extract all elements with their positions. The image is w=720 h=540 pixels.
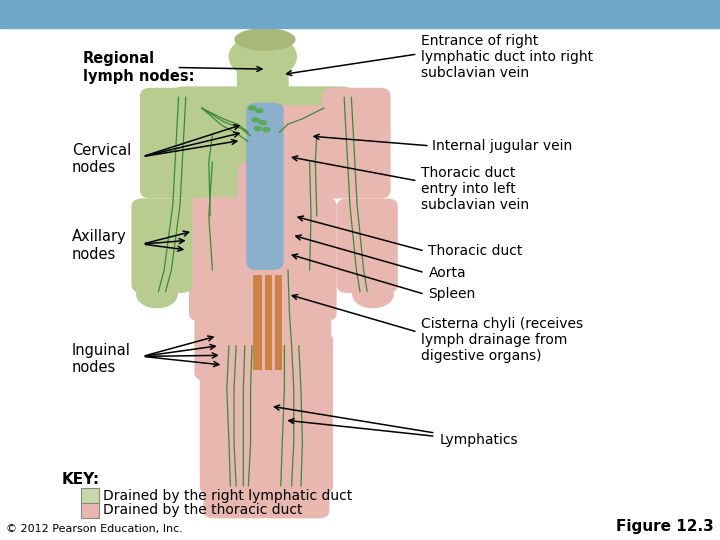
Ellipse shape [266,496,322,517]
FancyBboxPatch shape [140,88,209,199]
FancyBboxPatch shape [246,103,284,270]
Text: Cisterna chyli (receives
lymph drainage from
digestive organs): Cisterna chyli (receives lymph drainage … [421,317,583,363]
Text: Inguinal
nodes: Inguinal nodes [72,343,131,375]
Bar [0,0,720,28]
Text: Figure 12.3: Figure 12.3 [616,518,714,534]
FancyBboxPatch shape [254,105,348,181]
FancyBboxPatch shape [186,162,261,227]
Ellipse shape [262,131,278,141]
Text: Drained by the right lymphatic duct: Drained by the right lymphatic duct [103,489,352,503]
Text: © 2012 Pearson Education, Inc.: © 2012 Pearson Education, Inc. [6,523,183,534]
FancyBboxPatch shape [261,448,329,518]
Text: Spleen: Spleen [428,287,476,301]
FancyBboxPatch shape [336,198,397,293]
Ellipse shape [229,33,297,80]
Ellipse shape [262,127,271,132]
FancyBboxPatch shape [203,448,271,518]
Ellipse shape [255,108,264,113]
Text: Internal jugular vein: Internal jugular vein [432,139,572,153]
Text: Cervical
nodes: Cervical nodes [72,143,131,176]
Text: Thoracic duct
entry into left
subclavian vein: Thoracic duct entry into left subclavian… [421,166,529,212]
Ellipse shape [248,127,264,137]
Text: Drained by the thoracic duct: Drained by the thoracic duct [103,503,302,517]
Text: KEY:: KEY: [61,472,99,487]
Ellipse shape [208,496,264,517]
FancyBboxPatch shape [132,198,192,293]
FancyBboxPatch shape [187,105,281,181]
FancyBboxPatch shape [238,162,331,227]
FancyBboxPatch shape [258,332,333,494]
FancyBboxPatch shape [189,197,336,321]
Text: Lymphatics: Lymphatics [439,433,518,447]
Bar [81,503,99,518]
Ellipse shape [248,105,256,111]
FancyBboxPatch shape [237,60,289,106]
Ellipse shape [352,280,394,308]
Ellipse shape [258,120,267,125]
Bar [275,275,282,370]
Text: Aorta: Aorta [428,266,466,280]
FancyBboxPatch shape [173,86,353,135]
Bar [265,275,272,370]
Ellipse shape [235,28,296,51]
FancyBboxPatch shape [194,289,331,381]
Bar [81,488,99,503]
Ellipse shape [253,126,262,131]
Text: Regional
lymph nodes:: Regional lymph nodes: [83,51,194,84]
Text: Thoracic duct: Thoracic duct [428,244,523,258]
Bar [253,275,262,370]
FancyBboxPatch shape [323,88,390,199]
FancyBboxPatch shape [200,332,275,494]
Ellipse shape [251,117,260,123]
Ellipse shape [136,280,178,308]
Text: Axillary
nodes: Axillary nodes [72,230,127,262]
Text: Entrance of right
lymphatic duct into right
subclavian vein: Entrance of right lymphatic duct into ri… [421,33,593,80]
